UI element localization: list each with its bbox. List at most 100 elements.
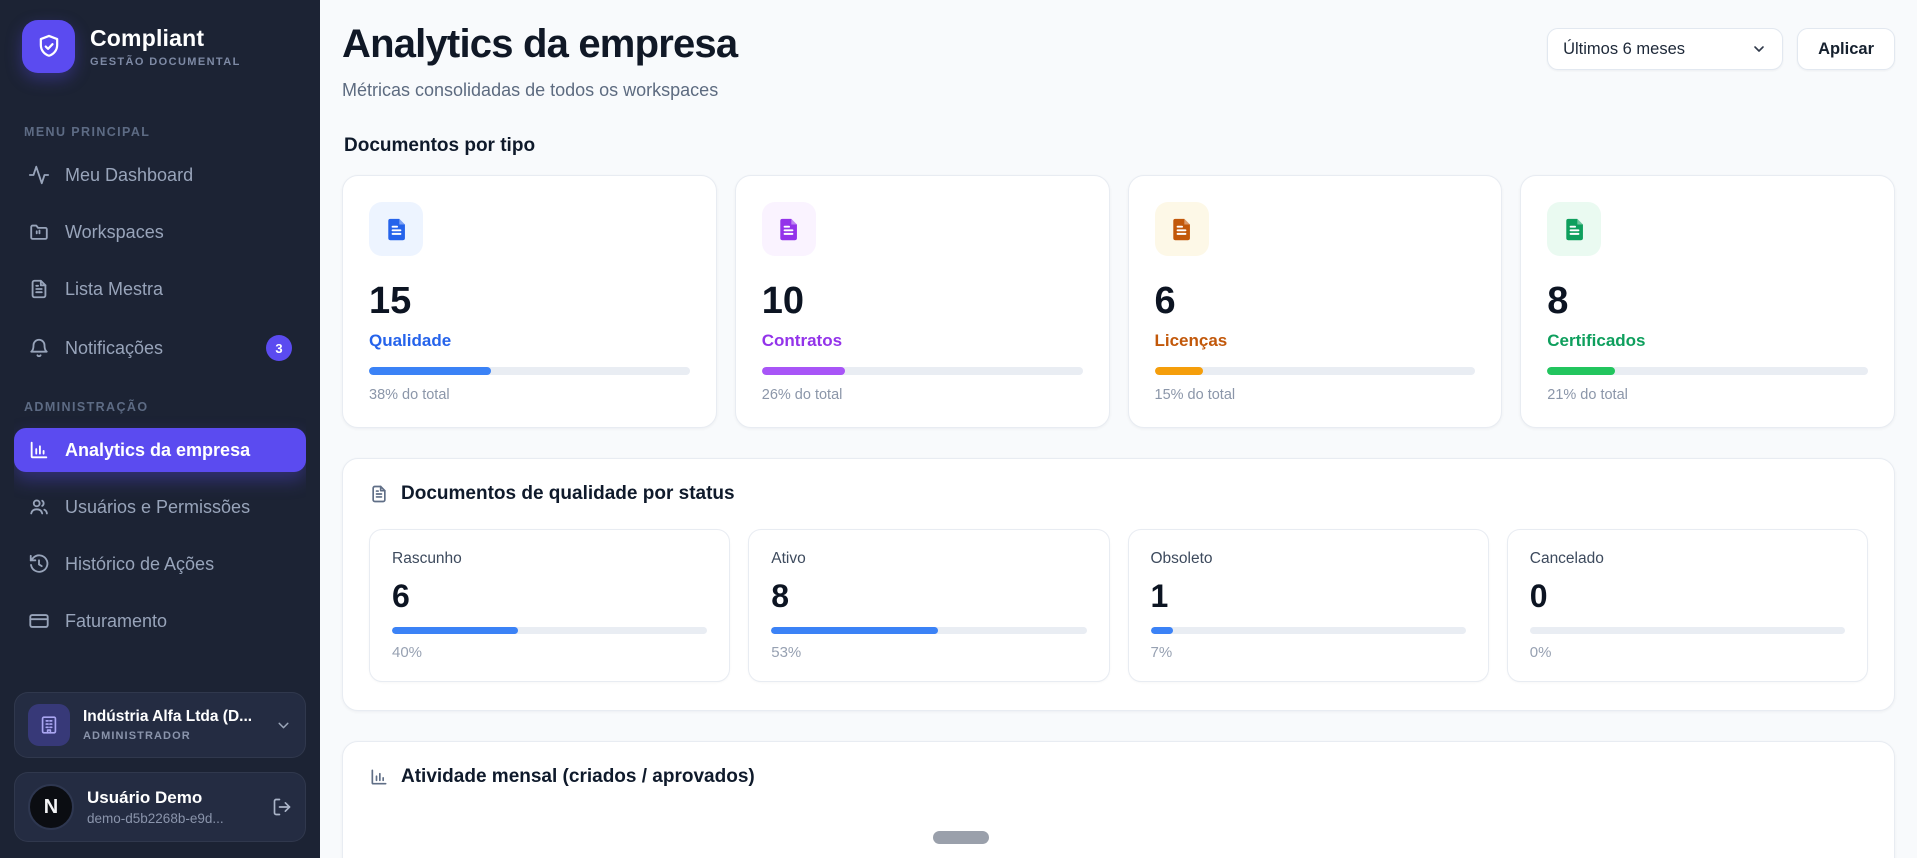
type-card-licencas[interactable]: 6 Licenças 15% do total xyxy=(1127,175,1503,428)
sidebar-item-lista-mestra[interactable]: Lista Mestra xyxy=(14,267,306,311)
sidebar-item-notificacoes[interactable]: Notificações 3 xyxy=(14,324,306,372)
user-id: demo-d5b2268b-e9d... xyxy=(87,811,224,826)
sidebar-item-faturamento[interactable]: Faturamento xyxy=(14,599,306,643)
status-label: Obsoleto xyxy=(1150,550,1213,567)
sidebar-item-historico-de-acoes[interactable]: Histórico de Ações xyxy=(14,542,306,586)
sidebar-item-usuarios-e-permissoes[interactable]: Usuários e Permissões xyxy=(14,485,306,529)
sidebar-item-label: Usuários e Permissões xyxy=(65,496,251,517)
status-panel-header: Documentos de qualidade por status xyxy=(369,483,1868,505)
progress-fill xyxy=(1150,627,1173,634)
brand-tagline: GESTÃO DOCUMENTAL xyxy=(90,56,241,68)
status-card-obsoleto[interactable]: Obsoleto 1 7% xyxy=(1127,529,1489,682)
document-icon xyxy=(775,216,802,243)
sidebar: Compliant GESTÃO DOCUMENTAL MENU PRINCIP… xyxy=(0,0,320,858)
brand: Compliant GESTÃO DOCUMENTAL xyxy=(14,18,306,83)
user-card[interactable]: N Usuário Demo demo-d5b2268b-e9d... xyxy=(14,772,306,842)
status-panel-title: Documentos de qualidade por status xyxy=(401,483,735,504)
type-card-certificados[interactable]: 8 Certificados 21% do total xyxy=(1520,175,1895,428)
progress-fill xyxy=(771,627,939,634)
type-count: 15 xyxy=(369,280,412,322)
sidebar-item-label: Workspaces xyxy=(65,221,164,242)
activity-panel-header: Atividade mensal (criados / aprovados) xyxy=(369,766,1868,788)
type-count: 8 xyxy=(1547,280,1569,322)
type-count: 10 xyxy=(761,280,805,322)
company-selector[interactable]: Indústria Alfa Ltda (D... ADMINISTRADOR xyxy=(14,692,306,758)
history-icon xyxy=(28,553,50,575)
status-percent: 53% xyxy=(771,644,802,661)
section-title-by-type: Documentos por tipo xyxy=(344,135,536,156)
status-percent: 0% xyxy=(1529,644,1552,661)
credit-card-icon xyxy=(28,610,50,632)
type-card-contratos[interactable]: 10 Contratos 26% do total xyxy=(734,175,1110,428)
status-panel: Documentos de qualidade por status Rascu… xyxy=(342,458,1895,711)
folder-icon xyxy=(28,221,50,243)
company-role: ADMINISTRADOR xyxy=(83,730,191,742)
progress-track xyxy=(1529,627,1845,634)
status-label: Rascunho xyxy=(392,550,462,567)
status-count: 6 xyxy=(392,578,410,614)
topbar: Analytics da empresa Métricas consolidad… xyxy=(342,16,1895,101)
status-card-rascunho[interactable]: Rascunho 6 40% xyxy=(369,529,731,682)
progress-track xyxy=(761,367,1083,375)
type-percent: 15% do total xyxy=(1154,387,1236,403)
sidebar-item-label: Analytics da empresa xyxy=(65,439,251,460)
status-card-ativo[interactable]: Ativo 8 53% xyxy=(748,529,1110,682)
sidebar-item-label: Lista Mestra xyxy=(65,278,164,299)
sidebar-item-label: Meu Dashboard xyxy=(65,164,194,185)
progress-fill xyxy=(1547,367,1615,375)
status-label: Ativo xyxy=(771,550,806,567)
type-percent: 21% do total xyxy=(1547,387,1628,403)
period-select[interactable]: Últimos 6 meses xyxy=(1547,28,1784,70)
sidebar-item-label: Faturamento xyxy=(65,610,168,631)
sidebar-nav: MENU PRINCIPAL Meu Dashboard Workspaces … xyxy=(14,83,306,692)
sidebar-item-meu-dashboard[interactable]: Meu Dashboard xyxy=(14,153,306,197)
file-text-icon xyxy=(369,484,389,504)
type-card-qualidade[interactable]: 15 Qualidade 38% do total xyxy=(342,175,717,428)
brand-logo xyxy=(22,20,75,73)
status-label: Cancelado xyxy=(1529,550,1604,567)
shield-check-icon xyxy=(35,33,63,61)
progress-track xyxy=(1547,367,1868,375)
brand-name: Compliant xyxy=(90,25,205,51)
type-percent: 38% do total xyxy=(369,387,450,403)
main-content: Analytics da empresa Métricas consolidad… xyxy=(320,0,1917,858)
type-percent: 26% do total xyxy=(761,387,843,403)
progress-fill xyxy=(392,627,519,634)
type-label: Contratos xyxy=(761,331,843,350)
activity-panel: Atividade mensal (criados / aprovados) xyxy=(342,741,1895,858)
status-card-cancelado[interactable]: Cancelado 0 0% xyxy=(1506,529,1868,682)
building-icon xyxy=(28,704,70,746)
progress-track xyxy=(1154,367,1476,375)
activity-panel-title: Atividade mensal (criados / aprovados) xyxy=(401,766,755,787)
apply-button[interactable]: Aplicar xyxy=(1797,28,1895,70)
sidebar-item-label: Notificações xyxy=(65,337,164,358)
scrollbar-handle[interactable] xyxy=(933,831,989,844)
status-cards: Rascunho 6 40% Ativo 8 53% Obsoleto 1 xyxy=(369,529,1868,682)
chevron-down-icon xyxy=(275,717,292,734)
progress-fill xyxy=(1154,367,1203,375)
document-icon xyxy=(383,216,410,243)
sidebar-item-label: Histórico de Ações xyxy=(65,553,215,574)
progress-track xyxy=(1150,627,1466,634)
status-count: 8 xyxy=(771,578,790,614)
sidebar-item-analytics-da-empresa[interactable]: Analytics da empresa xyxy=(14,428,306,472)
bar-chart-icon xyxy=(369,767,389,787)
logout-icon[interactable] xyxy=(272,797,292,817)
type-label: Licenças xyxy=(1154,331,1228,350)
progress-fill xyxy=(369,367,491,375)
page-subtitle: Métricas consolidadas de todos os worksp… xyxy=(342,80,719,100)
header-controls: Últimos 6 meses Aplicar xyxy=(1547,28,1895,70)
nav-section-label-main: MENU PRINCIPAL xyxy=(24,125,151,139)
document-icon xyxy=(1168,216,1195,243)
sidebar-item-workspaces[interactable]: Workspaces xyxy=(14,210,306,254)
period-select-value: Últimos 6 meses xyxy=(1563,39,1686,58)
file-text-icon xyxy=(28,278,50,300)
status-count: 0 xyxy=(1529,578,1548,614)
progress-track xyxy=(392,627,708,634)
type-label: Qualidade xyxy=(369,331,452,350)
users-icon xyxy=(28,496,50,518)
notifications-badge: 3 xyxy=(266,335,292,361)
status-percent: 7% xyxy=(1150,644,1173,661)
type-cards: 15 Qualidade 38% do total 10 Contratos 2… xyxy=(342,175,1895,428)
company-name: Indústria Alfa Ltda (D... xyxy=(83,708,253,725)
